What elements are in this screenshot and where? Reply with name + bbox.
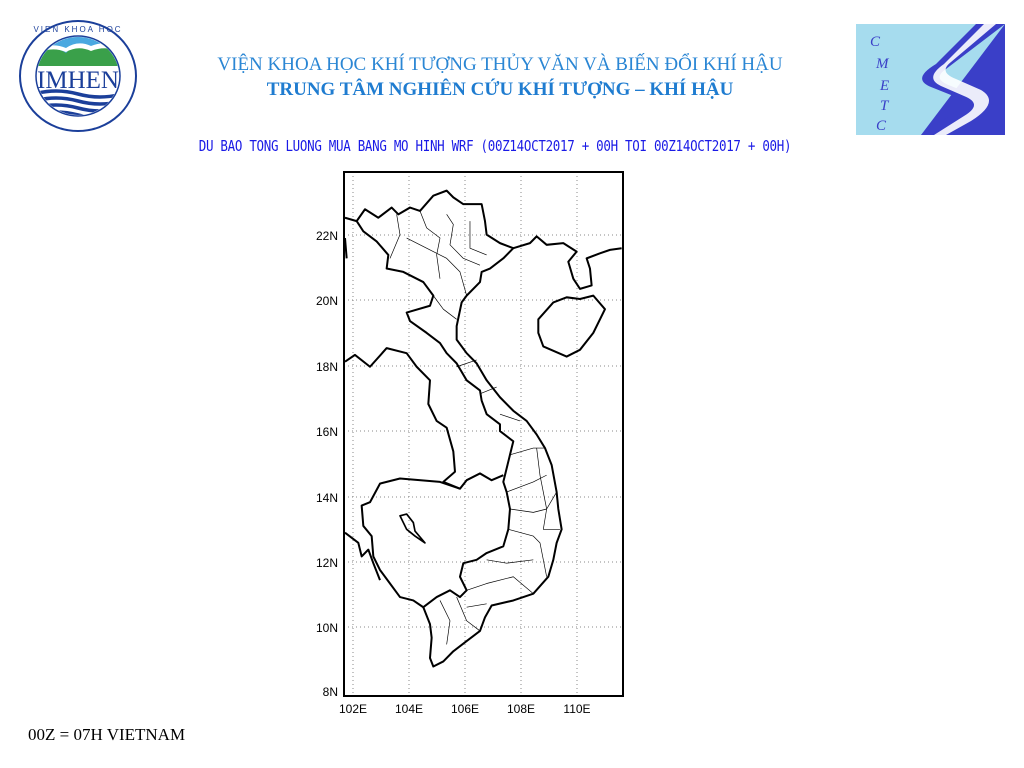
lon-tick: 106E bbox=[451, 702, 479, 716]
thailand-coast bbox=[344, 531, 381, 581]
china-laos-border bbox=[343, 216, 357, 259]
lon-tick: 104E bbox=[395, 702, 423, 716]
laos-border bbox=[344, 347, 504, 490]
lat-tick: 14N bbox=[316, 491, 338, 505]
lat-axis: 8N 10N 12N 14N 16N 18N 20N 22N bbox=[316, 229, 338, 699]
lat-tick: 18N bbox=[316, 360, 338, 374]
cambodia-border bbox=[360, 477, 461, 609]
lon-tick: 102E bbox=[339, 702, 367, 716]
lat-tick: 16N bbox=[316, 425, 338, 439]
lat-tick: 20N bbox=[316, 294, 338, 308]
map-title: DU BAO TONG LUONG MUA BANG MO HINH WRF (… bbox=[198, 136, 792, 155]
svg-text:M: M bbox=[875, 56, 890, 72]
lon-tick: 108E bbox=[507, 702, 535, 716]
province-lines bbox=[389, 210, 560, 645]
lon-axis: 102E 104E 106E 108E 110E bbox=[339, 702, 591, 716]
lat-tick: 8N bbox=[323, 685, 338, 699]
lat-tick: 10N bbox=[316, 621, 338, 635]
lat-tick: 22N bbox=[316, 229, 338, 243]
svg-text:C: C bbox=[870, 34, 881, 50]
lon-tick: 110E bbox=[563, 702, 590, 716]
imhen-logo-text: IMHEN bbox=[37, 67, 119, 94]
hainan bbox=[537, 294, 606, 358]
gridlines bbox=[344, 172, 623, 696]
svg-text:C: C bbox=[876, 118, 887, 134]
lat-tick: 12N bbox=[316, 556, 338, 570]
vietnam-outline bbox=[355, 189, 563, 668]
center-name: TRUNG TÂM NGHIÊN CỨU KHÍ TƯỢNG – KHÍ HẬU bbox=[266, 79, 734, 100]
map-frame bbox=[343, 171, 624, 697]
imhen-logo: IMHEN VIEN KHOA HOC bbox=[16, 18, 140, 134]
svg-text:E: E bbox=[879, 78, 889, 94]
timezone-note: 00Z = 07H VIETNAM bbox=[28, 725, 186, 744]
china-coast bbox=[513, 235, 622, 290]
tonle-sap bbox=[399, 513, 426, 544]
svg-text:VIEN KHOA HOC: VIEN KHOA HOC bbox=[33, 25, 122, 34]
svg-text:T: T bbox=[880, 98, 890, 114]
institute-name: VIỆN KHOA HỌC KHÍ TƯỢNG THỦY VĂN VÀ BIẾN… bbox=[217, 54, 783, 75]
